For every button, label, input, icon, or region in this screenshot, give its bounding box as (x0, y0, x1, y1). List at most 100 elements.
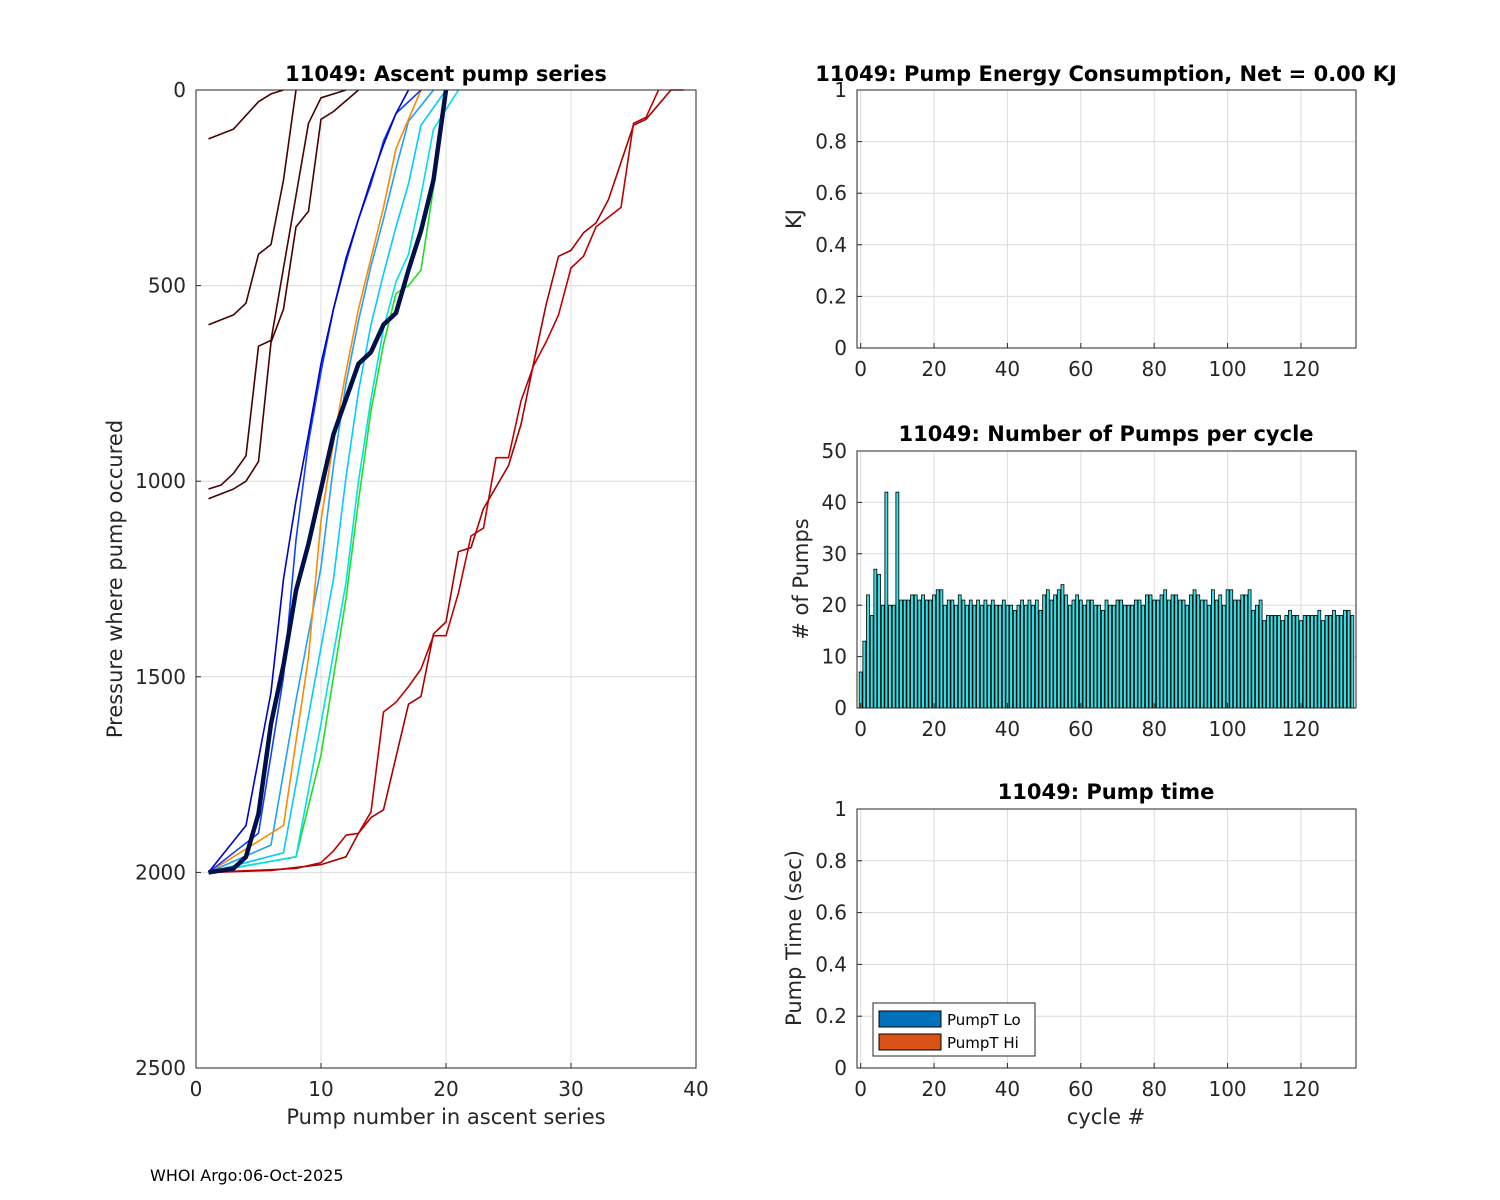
ascent-xlabel: Pump number in ascent series (286, 1105, 605, 1129)
ptime-title: 11049: Pump time (998, 780, 1215, 804)
energy-title: 11049: Pump Energy Consumption, Net = 0.… (815, 62, 1397, 86)
ptime-ytick-label: 0.6 (815, 901, 847, 925)
energy-xtick-label: 120 (1282, 357, 1320, 381)
ascent-ytick-label: 1500 (135, 665, 186, 689)
pumps-bar (1167, 599, 1171, 709)
ascent-series-line (208, 89, 660, 874)
pumps-bar (1222, 604, 1226, 709)
pumps-bar (1133, 599, 1138, 709)
pumps-bar (1258, 599, 1263, 709)
pumps-bar (1185, 604, 1190, 709)
pumps-bar (1255, 604, 1259, 709)
pumps-bar (921, 594, 925, 709)
pumps-title: 11049: Number of Pumps per cycle (898, 422, 1313, 446)
pumps-bar (943, 604, 947, 709)
pumps-bar (1211, 589, 1215, 709)
pumps-bar (968, 599, 973, 709)
energy-xtick-label: 100 (1208, 357, 1246, 381)
ascent-ytick-label: 2500 (135, 1056, 186, 1080)
pumps-bar (1277, 615, 1281, 709)
pumps-bar (1332, 609, 1336, 709)
energy-ticks: 0 20 40 60 80 100 120 0 0.2 0.4 0.6 0.8 1 (815, 78, 1320, 381)
pumps-bar (869, 615, 874, 709)
pumps-bar (899, 599, 903, 709)
pumps-bar (1170, 594, 1175, 709)
pumps-bar (1042, 594, 1047, 709)
pumps-bar (1203, 599, 1208, 709)
ascent-series-line (208, 89, 297, 326)
pumps-bar (1269, 615, 1274, 709)
energy-chart: 0 20 40 60 80 100 120 0 0.2 0.4 0.6 0.8 1 11049: Pum… (782, 62, 1397, 381)
ascent-ytick-label: 1000 (135, 469, 186, 493)
pumps-bar (1082, 604, 1087, 709)
pumps-bar (1350, 615, 1355, 709)
ascent-series-line (208, 89, 449, 875)
pumps-bar (935, 589, 940, 709)
pumps-bar (1100, 609, 1105, 709)
pumps-xtick-label: 120 (1282, 717, 1320, 741)
pump-time-chart: 0 20 40 60 80 100 120 0 0.2 0.4 0.6 0.8 1 11049: Pum… (782, 780, 1357, 1129)
pumps-bar (987, 604, 991, 709)
ascent-series (207, 89, 684, 875)
pumps-bar (910, 594, 914, 709)
pumps-bar (1009, 604, 1013, 709)
pumps-bars (858, 491, 1355, 709)
pumps-bar (891, 604, 896, 709)
ascent-series-line (208, 89, 360, 500)
pumps-bar (1181, 599, 1186, 709)
pumps-bar (950, 599, 955, 709)
pumps-bar (1097, 604, 1102, 709)
ptime-ytick-label: 0 (834, 1056, 847, 1080)
pumps-bar (928, 599, 933, 709)
pumps-bar (1137, 599, 1142, 709)
pumps-bar (954, 604, 958, 709)
pumps-bar (906, 599, 911, 709)
energy-plot-area (857, 90, 1356, 348)
pumps-bar (1291, 615, 1296, 709)
pumps-bar (1089, 599, 1094, 709)
pumps-bar (1156, 599, 1160, 709)
energy-ytick-label: 0 (834, 336, 847, 360)
pumps-bar (957, 594, 962, 709)
energy-xtick-label: 60 (1068, 357, 1093, 381)
ascent-series-line (207, 89, 410, 873)
pumps-ytick-label: 30 (822, 542, 847, 566)
pumps-bar (1016, 604, 1021, 709)
energy-ytick-label: 0.4 (815, 233, 847, 257)
ascent-series-line (208, 89, 447, 874)
pumps-bar (1346, 609, 1351, 709)
pumps-bar (902, 599, 907, 709)
pumps-bar (1251, 609, 1256, 709)
pumps-bar (1005, 604, 1010, 709)
pumps-bar (1233, 599, 1237, 709)
pumps-ticks: 0 20 40 60 80 100 120 0 10 20 30 40 50 (822, 439, 1321, 741)
pumps-bar (880, 604, 885, 709)
pumps-bar (1027, 599, 1032, 709)
ptime-legend: PumpT Lo PumpT Hi (872, 1002, 1036, 1057)
ascent-series-line (208, 89, 284, 140)
ptime-xtick-label: 40 (995, 1077, 1020, 1101)
pumps-bar (866, 594, 870, 709)
pumps-bar (1200, 599, 1204, 709)
ascent-ytick-label: 0 (173, 78, 186, 102)
pumps-bar (932, 594, 936, 709)
pumps-xtick-label: 40 (995, 717, 1020, 741)
ascent-series-line (208, 89, 435, 874)
pumps-bar (1240, 594, 1245, 709)
pumps-bar (1075, 594, 1080, 709)
energy-ylabel: KJ (782, 209, 806, 229)
pumps-bar (972, 604, 977, 709)
ptime-xtick-label: 0 (854, 1077, 867, 1101)
pumps-bar (1122, 604, 1127, 709)
legend-label-hi: PumpT Hi (947, 1034, 1019, 1052)
pumps-bar (1299, 620, 1303, 709)
pumps-bar (979, 604, 984, 709)
pumps-bar (1284, 615, 1289, 709)
ptime-ytick-label: 0.8 (815, 849, 847, 873)
pumps-bar (1273, 615, 1278, 709)
pumps-bar (1313, 615, 1318, 709)
pumps-bar (1218, 594, 1223, 709)
pumps-bar (1060, 584, 1065, 709)
ascent-xtick-label: 10 (308, 1077, 333, 1101)
